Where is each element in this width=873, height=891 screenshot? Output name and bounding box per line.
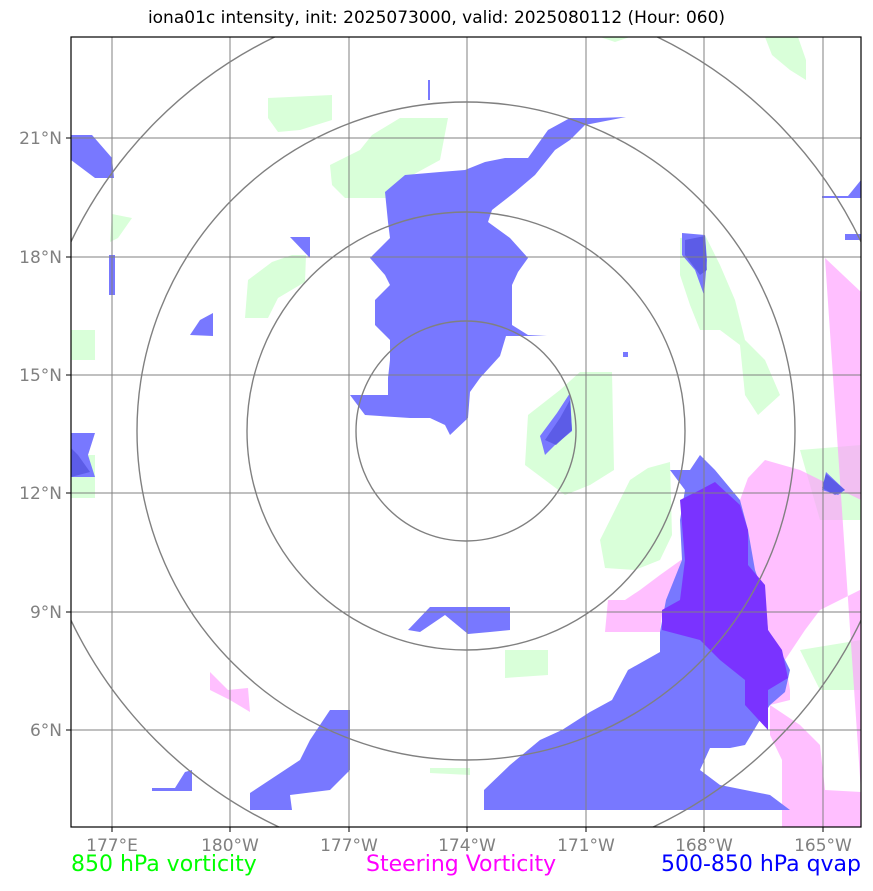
range-ring [136, 101, 796, 761]
legend-850-vorticity: 850 hPa vorticity [71, 852, 257, 877]
longitude-labels: 177°E 180°W 177°W 174°W 171°W 168°W 165°… [86, 836, 852, 856]
map-title: iona01c intensity, init: 2025073000, val… [147, 8, 726, 28]
lat-label: 21°N [19, 129, 62, 149]
qvap-500-850-layer [71, 80, 861, 810]
lon-label: 174°W [438, 836, 496, 856]
lon-label: 180°W [201, 836, 259, 856]
legend-qvap: 500-850 hPa qvap [660, 852, 861, 877]
map-gridlines [71, 37, 861, 827]
map-plot-area [71, 37, 861, 827]
lon-label: 177°W [320, 836, 378, 856]
axis-ticks [66, 137, 824, 832]
lon-label: 171°W [557, 836, 615, 856]
map-frame [70, 36, 862, 828]
lat-label: 6°N [30, 721, 62, 741]
lat-label: 15°N [19, 366, 62, 386]
lat-label: 18°N [19, 248, 62, 268]
lon-label: 177°E [86, 836, 138, 856]
lat-label: 9°N [30, 603, 62, 623]
steering-vorticity-layer [210, 258, 861, 827]
lon-label: 168°W [675, 836, 733, 856]
lat-label: 12°N [19, 484, 62, 504]
range-ring [355, 320, 577, 542]
latitude-labels: 21°N 18°N 15°N 12°N 9°N 6°N [19, 129, 62, 741]
legend-steering-vorticity: Steering Vorticity [366, 852, 557, 877]
lon-label: 165°W [794, 836, 852, 856]
range-ring [246, 211, 686, 651]
range-rings [71, 37, 861, 827]
